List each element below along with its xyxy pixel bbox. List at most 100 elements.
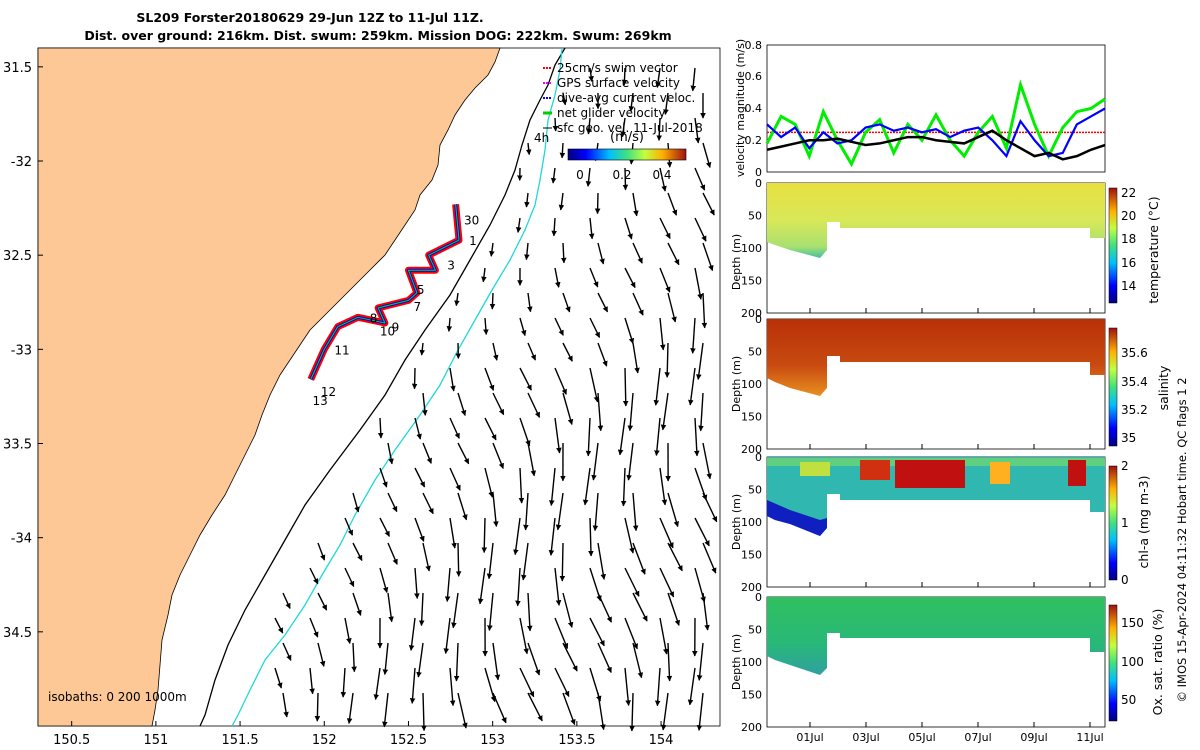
current-arrow — [449, 417, 460, 439]
chla-colorbar — [1108, 465, 1118, 581]
chla-cbar-tick-1: 1 — [1121, 516, 1129, 530]
current-arrow — [585, 417, 592, 457]
chla-field — [767, 457, 1105, 536]
current-arrow — [309, 567, 319, 585]
map-land — [37, 47, 501, 727]
waypoint-label: 3 — [447, 259, 455, 273]
chla-patch-5 — [800, 462, 830, 476]
velocity-line — [766, 129, 1106, 161]
oxygen-cbar-tick-2: 150 — [1121, 616, 1144, 630]
temperature-colorbar — [1108, 187, 1118, 304]
current-arrow — [489, 292, 496, 310]
current-arrow — [422, 442, 432, 464]
current-arrow — [274, 667, 283, 689]
current-arrow — [696, 342, 704, 380]
current-arrow — [492, 342, 499, 361]
current-arrow — [521, 542, 529, 581]
oxygen-cbar-tick-1: 100 — [1121, 655, 1144, 669]
chla-patch-3 — [1068, 460, 1086, 486]
waypoint-label: 12 — [321, 385, 336, 399]
current-arrow — [690, 67, 697, 92]
current-arrow — [382, 642, 389, 676]
current-arrow — [449, 517, 457, 549]
chla-ylabel: Depth (m) — [730, 494, 743, 550]
oxygen-colorbar — [1108, 604, 1118, 722]
current-arrow — [690, 317, 696, 354]
current-arrow — [562, 392, 574, 425]
colorbar-tick-1: 0.2 — [612, 168, 631, 182]
velocity-axes-box — [766, 44, 1106, 173]
current-arrow — [379, 467, 388, 488]
colorbar-title: (m/s) — [610, 130, 644, 145]
current-arrow — [314, 692, 321, 722]
current-arrow — [449, 367, 456, 392]
current-arrow — [492, 642, 501, 681]
current-arrow — [666, 642, 673, 682]
current-arrow — [624, 217, 633, 240]
current-arrow — [562, 592, 574, 628]
current-arrow — [408, 617, 416, 651]
current-arrow — [555, 492, 564, 531]
chla-cbar-tick-2: 2 — [1121, 459, 1129, 473]
current-arrow — [632, 342, 640, 374]
current-arrow — [515, 567, 521, 607]
depth-tick: 200 — [741, 443, 762, 456]
current-arrow — [481, 267, 487, 283]
depth-tick: 50 — [748, 484, 762, 497]
current-arrow — [492, 392, 505, 416]
temperature-panel: Depth (m) 14 16 18 20 22 temperature (°C… — [730, 182, 1161, 314]
map-xtick-label: 153.5 — [558, 733, 595, 748]
current-arrow — [654, 667, 661, 707]
temperature-field — [767, 183, 1105, 258]
current-arrow — [524, 192, 530, 208]
current-arrow — [655, 67, 661, 88]
velocity-panel: velocity magnitude (m/s) 0 0.2 0.4 0.6 0… — [734, 39, 1106, 179]
current-arrow — [387, 492, 398, 513]
current-arrow — [702, 192, 715, 216]
current-arrow — [351, 642, 357, 673]
current-arrow — [492, 692, 507, 724]
map-colorbar — [567, 148, 687, 161]
hour-label: 4h — [534, 131, 549, 145]
current-arrow — [702, 242, 714, 272]
map-xtick-label: 154 — [649, 733, 674, 748]
current-arrow — [550, 167, 557, 184]
current-arrow — [589, 367, 600, 403]
current-arrow — [554, 567, 562, 606]
colorbar-tick-2: 0.4 — [652, 168, 671, 182]
salinity-ylabel: Depth (m) — [730, 356, 743, 412]
depth-tick: 200 — [741, 721, 762, 734]
current-arrow — [554, 667, 570, 697]
colorbar-tick-0: 0 — [576, 168, 584, 182]
map-ytick-label: 34.5 — [3, 626, 32, 641]
velocity-ytick-2: 0.4 — [745, 102, 763, 115]
current-arrow — [589, 267, 599, 288]
temperature-ylabel: Depth (m) — [730, 234, 743, 290]
depth-tick: 0 — [755, 591, 762, 604]
current-arrow — [589, 317, 601, 338]
waypoint-label: 5 — [417, 283, 425, 297]
current-arrow — [632, 642, 644, 679]
current-arrow — [698, 392, 704, 432]
current-arrow — [562, 692, 576, 726]
current-arrow — [632, 492, 639, 532]
current-arrow — [554, 417, 562, 454]
waypoint-label: 10 — [380, 325, 395, 339]
current-arrow — [659, 217, 671, 239]
current-arrow — [585, 167, 592, 187]
current-arrow — [702, 492, 718, 523]
current-arrow — [620, 117, 626, 138]
current-arrow — [443, 617, 451, 655]
waypoint-label: 1 — [469, 234, 477, 248]
current-arrow — [628, 92, 635, 112]
time-tick: 03Jul — [852, 731, 879, 744]
temperature-cbar-tick-1: 16 — [1121, 256, 1136, 270]
current-arrow — [561, 92, 568, 106]
current-arrow — [597, 592, 613, 623]
current-arrow — [487, 592, 494, 631]
current-arrow — [667, 592, 681, 626]
current-arrow — [560, 242, 567, 264]
current-arrow — [702, 542, 717, 574]
map-legend: 25cm/s swim vector GPS surface velocity … — [543, 61, 703, 182]
current-arrow — [701, 292, 708, 329]
